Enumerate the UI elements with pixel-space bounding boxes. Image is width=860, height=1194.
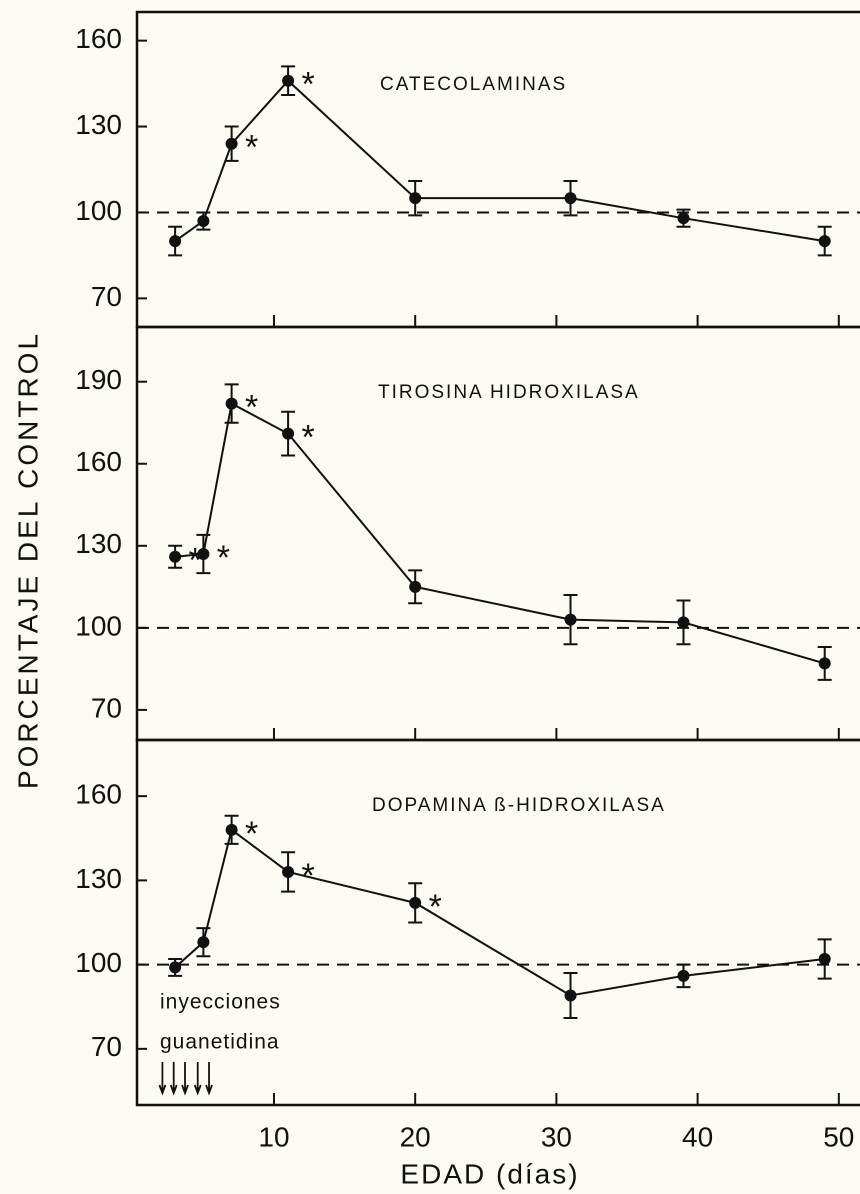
significance-mark: * xyxy=(245,389,258,427)
y-tick-label: 160 xyxy=(75,779,122,810)
data-line xyxy=(174,828,825,997)
y-tick-label: 70 xyxy=(91,281,122,312)
significance-mark: * xyxy=(301,419,314,457)
data-point xyxy=(282,427,295,440)
significance-mark: * xyxy=(245,815,258,853)
significance-mark: * xyxy=(217,539,230,577)
data-point xyxy=(282,865,295,878)
data-point xyxy=(564,192,577,205)
data-point xyxy=(677,969,690,982)
y-tick-label: 160 xyxy=(75,23,122,54)
data-point xyxy=(818,953,831,965)
x-tick-label: 40 xyxy=(682,1121,713,1152)
data-point xyxy=(197,936,210,949)
significance-mark: * xyxy=(429,888,442,926)
data-point xyxy=(818,657,831,670)
annotation: guanetidina xyxy=(160,1031,280,1054)
data-point xyxy=(409,192,422,205)
injection-arrow xyxy=(169,1062,178,1096)
injection-arrow xyxy=(181,1062,189,1096)
data-point xyxy=(169,550,182,563)
x-tick-label: 20 xyxy=(400,1121,431,1152)
significance-mark: * xyxy=(301,66,314,104)
y-tick-label: 130 xyxy=(75,109,122,140)
data-point xyxy=(818,235,831,248)
data-point xyxy=(169,961,182,974)
panel-title: TIROSINA HIDROXILASA xyxy=(378,382,640,403)
data-point xyxy=(564,989,577,1002)
data-point xyxy=(169,235,182,248)
y-axis-label: PORCENTAJE DEL CONTROL xyxy=(12,331,43,789)
x-tick-label: 30 xyxy=(541,1121,572,1152)
data-point xyxy=(409,580,422,593)
data-point xyxy=(564,613,577,626)
injection-arrow xyxy=(205,1062,213,1096)
data-point xyxy=(197,548,210,561)
data-line xyxy=(175,402,825,665)
y-tick-label: 130 xyxy=(75,528,122,559)
panel-frame xyxy=(135,10,860,329)
panel-title: DOPAMINA ß-HIDROXILASA xyxy=(372,795,666,816)
y-tick-label: 100 xyxy=(75,195,122,226)
x-tick-label: 10 xyxy=(258,1121,289,1152)
panel-title: CATECOLAMINAS xyxy=(380,74,567,95)
y-tick-label: 70 xyxy=(91,1031,122,1062)
injection-arrow xyxy=(193,1062,202,1096)
y-tick-label: 190 xyxy=(75,364,122,395)
injection-arrow xyxy=(158,1062,167,1096)
data-line xyxy=(174,79,825,243)
data-point xyxy=(225,137,238,150)
y-tick-label: 130 xyxy=(75,863,122,894)
panel-frame xyxy=(135,738,860,1107)
data-point xyxy=(677,212,690,225)
x-axis-label: EDAD (días) xyxy=(400,1158,579,1189)
x-tick-label: 50 xyxy=(823,1121,854,1152)
data-point xyxy=(677,616,690,629)
y-tick-label: 100 xyxy=(75,947,122,978)
data-point xyxy=(409,896,422,909)
data-point xyxy=(225,397,238,410)
data-point xyxy=(197,215,210,228)
significance-mark: * xyxy=(301,857,314,895)
y-tick-label: 160 xyxy=(75,446,122,477)
data-point xyxy=(282,74,295,87)
y-tick-label: 100 xyxy=(75,610,122,641)
data-point xyxy=(225,823,238,836)
significance-mark: * xyxy=(245,129,258,167)
y-tick-label: 70 xyxy=(91,692,122,723)
annotation: inyecciones xyxy=(160,991,281,1014)
